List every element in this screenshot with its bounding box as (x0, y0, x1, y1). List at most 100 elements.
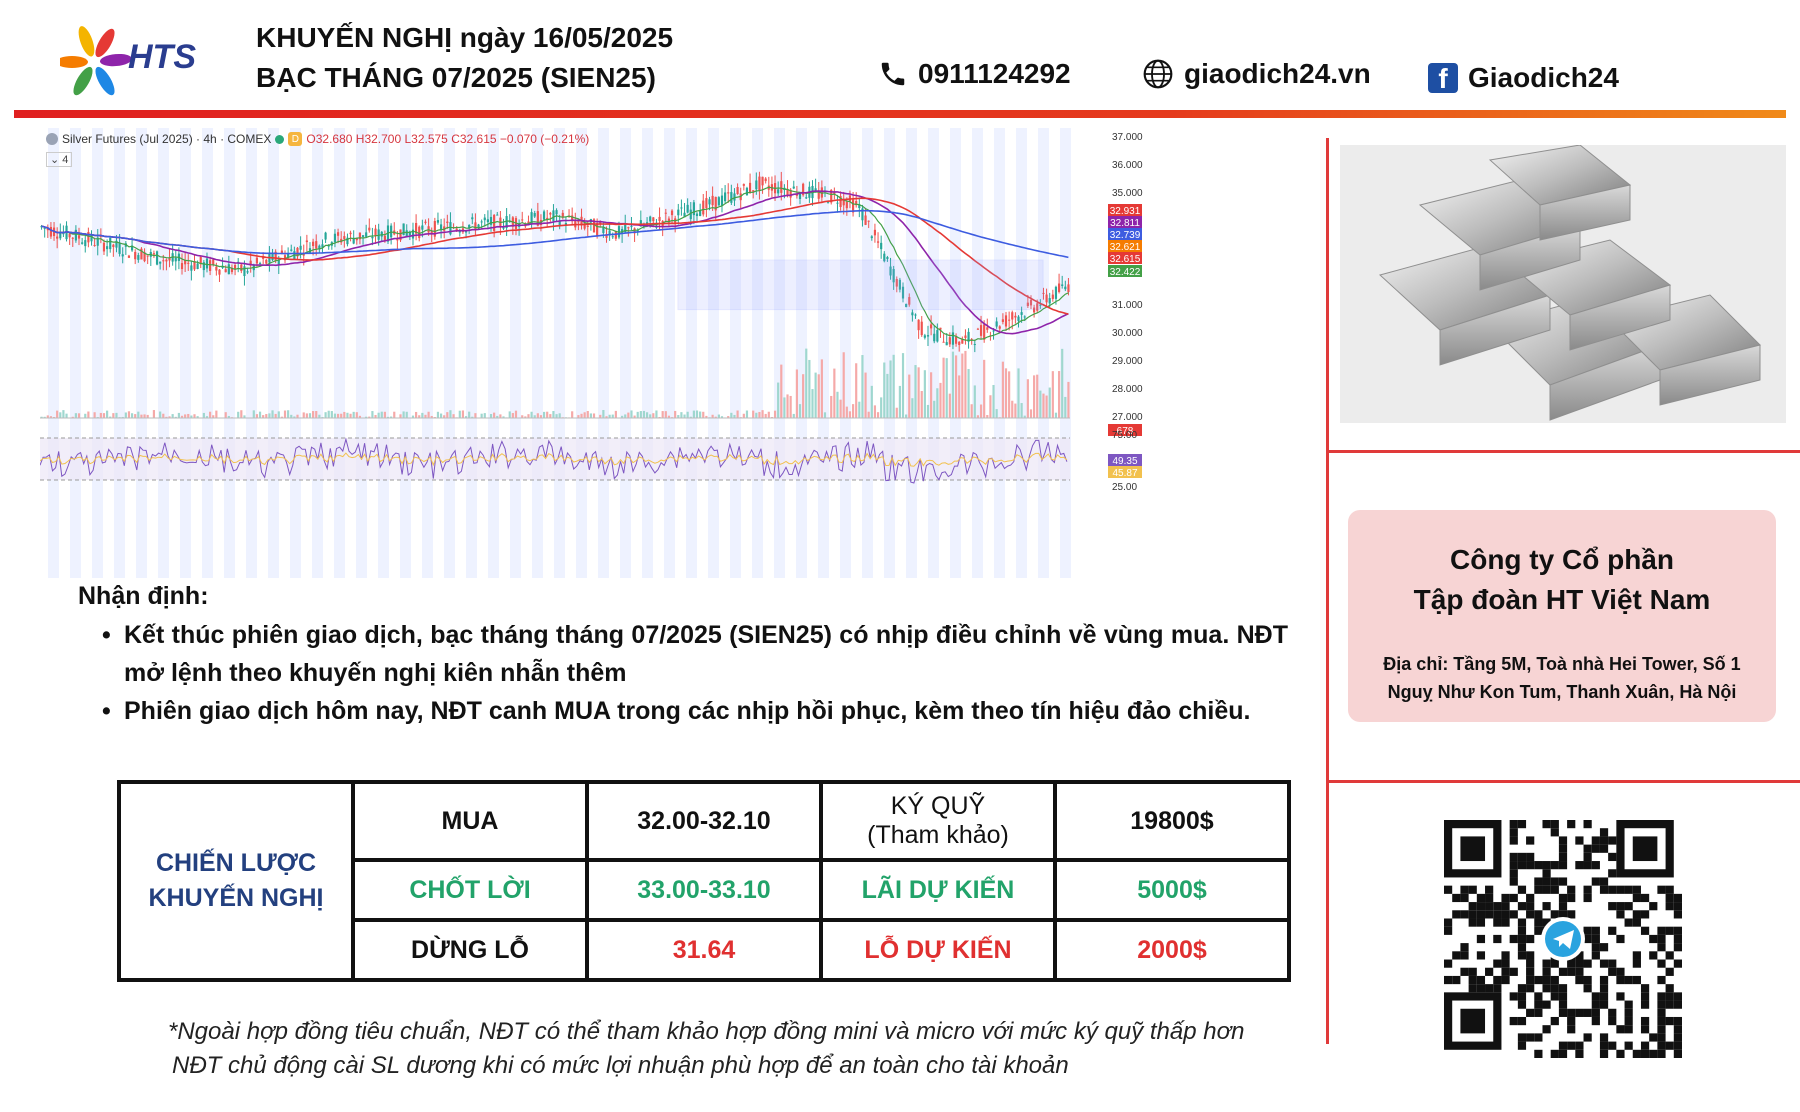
phone-contact[interactable]: 0911124292 (878, 58, 1071, 90)
qr-module (1550, 820, 1559, 829)
ohlc-values: O32.680 H32.700 L32.575 C32.615 −0.070 (… (306, 132, 590, 146)
volume-bar (683, 414, 686, 418)
volume-bar (40, 416, 43, 418)
qr-module (1534, 918, 1543, 927)
price-tag (1108, 252, 1142, 264)
qr-module (1673, 992, 1682, 1001)
volume-bar (255, 414, 259, 418)
candle-body (411, 229, 415, 239)
qr-module (1624, 1016, 1633, 1026)
qr-module (1558, 1000, 1568, 1009)
qr-module (1591, 926, 1600, 935)
ma-xlong-line (41, 209, 1069, 259)
qr-module (1558, 1008, 1568, 1017)
candle-body (833, 192, 836, 195)
volume-bar (449, 410, 452, 418)
qr-module (1608, 1008, 1617, 1017)
candle-body (96, 237, 99, 246)
volume-bar (224, 412, 227, 418)
candle-body (468, 224, 471, 228)
qr-module (1657, 885, 1666, 894)
qr-module (1542, 967, 1551, 976)
session-band (290, 128, 301, 578)
take-profit-value: 33.00-33.10 (585, 858, 823, 922)
session-band (136, 128, 147, 578)
qr-module (1509, 861, 1518, 870)
volume-bar (87, 411, 90, 418)
candle-body (961, 339, 964, 344)
qr-module (1476, 893, 1486, 903)
volume-bar (293, 416, 296, 418)
volume-bar (961, 353, 964, 418)
volume-bar (689, 416, 692, 418)
qr-module (1509, 869, 1518, 878)
qr-module (1526, 951, 1535, 960)
volume-bar (56, 410, 59, 418)
volume-bar (764, 413, 767, 418)
candle-body (240, 264, 243, 272)
volume-bar (833, 368, 836, 418)
candle-body (802, 183, 805, 196)
candle-body (830, 190, 833, 203)
volume-bar (802, 374, 805, 418)
qr-module (1485, 885, 1494, 894)
volume-bar (901, 353, 905, 418)
candle-body (336, 232, 340, 236)
qr-module (1608, 959, 1617, 968)
qr-module (1665, 893, 1674, 903)
facebook-link[interactable]: f Giaodich24 (1428, 62, 1619, 94)
qr-module (1542, 1000, 1551, 1009)
qr-module (1501, 975, 1510, 985)
qr-module (1575, 1041, 1584, 1050)
candle-body (995, 321, 998, 327)
volume-bar (471, 416, 474, 418)
qr-module (1444, 885, 1453, 894)
qr-module (1509, 893, 1518, 903)
volume-bar (945, 358, 948, 418)
volume-bar (290, 414, 293, 418)
qr-finder (1460, 1008, 1486, 1034)
volume-bar (686, 411, 689, 418)
website-link[interactable]: giaodich24.vn (1142, 58, 1371, 90)
website-text: giaodich24.vn (1184, 58, 1371, 89)
candle-body (692, 202, 695, 216)
volume-bar (633, 415, 636, 418)
candle-body (923, 335, 926, 338)
buy-value: 32.00-32.10 (585, 780, 823, 862)
volume-bar (836, 391, 839, 418)
volume-bar (1036, 374, 1039, 418)
volume-bar (767, 411, 770, 418)
qr-module (1550, 885, 1559, 894)
qr-module (1575, 975, 1584, 985)
candle-body (499, 217, 502, 226)
volume-bar (212, 415, 215, 418)
volume-bar (521, 415, 524, 418)
qr-module (1485, 984, 1494, 993)
candle-body (418, 226, 421, 239)
session-band (224, 128, 235, 578)
qr-module (1624, 885, 1633, 894)
qr-module (1673, 1000, 1682, 1009)
price-tag (1108, 204, 1142, 216)
volume-bar (464, 416, 468, 418)
qr-module (1665, 1041, 1674, 1050)
candle-body (165, 259, 168, 262)
qr-module (1542, 1025, 1551, 1034)
candle-body (745, 187, 749, 196)
candle-body (212, 259, 215, 265)
qr-module (1632, 959, 1641, 968)
volume-bar (758, 411, 761, 418)
report-title: KHUYẾN NGHỊ ngày 16/05/2025 (256, 22, 674, 53)
candle-body (942, 341, 945, 343)
volume-bar (146, 414, 149, 418)
volume-bar (1067, 381, 1070, 418)
qr-code[interactable] (1444, 820, 1682, 1058)
volume-bar (861, 355, 864, 418)
analysis-bullet: • Kết thúc phiên giao dịch, bạc tháng th… (102, 616, 1288, 692)
volume-bar (127, 411, 131, 418)
volume-bar (112, 413, 115, 418)
candle-body (680, 207, 683, 209)
price-chart[interactable]: 37.000 36.000 35.000 32.931 32.811 32.739 32.6… (40, 128, 1310, 578)
telegram-plane (1553, 930, 1574, 949)
indicator-toggle[interactable]: ⌄ 4 (46, 152, 73, 167)
